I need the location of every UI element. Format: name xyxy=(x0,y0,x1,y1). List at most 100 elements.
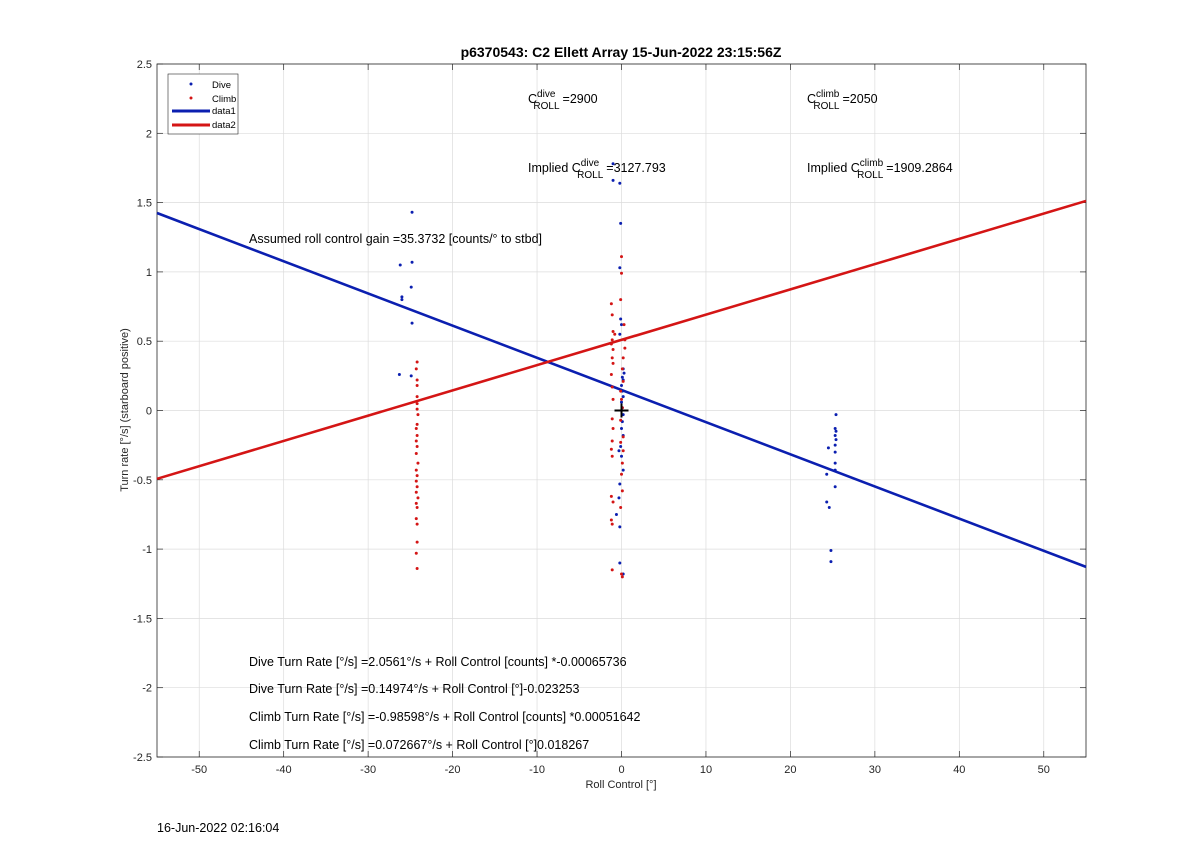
point-climb xyxy=(620,489,624,493)
point-climb xyxy=(610,385,614,389)
point-dive xyxy=(826,446,830,450)
legend-climb-label: Climb xyxy=(212,94,236,105)
point-climb xyxy=(610,522,614,526)
point-dive xyxy=(614,512,618,516)
point-climb xyxy=(414,439,418,443)
point-climb xyxy=(415,433,419,437)
y-axis-label: Turn rate [°/s] (starboard positive) xyxy=(119,328,131,492)
point-dive xyxy=(619,221,623,225)
point-dive xyxy=(620,427,623,431)
point-climb xyxy=(414,490,418,494)
point-dive xyxy=(410,210,414,214)
point-climb xyxy=(609,518,613,522)
point-dive xyxy=(621,395,625,399)
implied-dive-annotation: Implied Cdive ROLL=3127.793 xyxy=(528,158,666,181)
point-dive xyxy=(827,506,831,510)
point-climb xyxy=(611,500,615,504)
x-axis-label: Roll Control [°] xyxy=(585,779,656,791)
point-climb xyxy=(609,342,613,346)
y-tick-label: -2.5 xyxy=(133,752,152,764)
point-dive xyxy=(620,375,624,379)
origin-marker xyxy=(614,403,629,418)
roll-gain-annotation: Assumed roll control gain =35.3732 [coun… xyxy=(249,232,542,246)
chart-title: p6370543: C2 Ellett Array 15-Jun-2022 23… xyxy=(461,44,782,60)
point-climb xyxy=(619,298,623,302)
point-dive xyxy=(834,429,838,433)
x-tick-label: 0 xyxy=(618,764,624,776)
point-climb xyxy=(610,356,614,360)
x-tick-label: 40 xyxy=(953,764,965,776)
y-tick-label: 2.5 xyxy=(137,59,152,71)
point-dive xyxy=(833,461,837,465)
point-dive xyxy=(622,371,626,375)
point-climb xyxy=(621,356,625,360)
y-tick-label: 0.5 xyxy=(137,336,152,348)
point-climb xyxy=(609,372,613,376)
y-tick-label: -0.5 xyxy=(133,475,152,487)
fit-line-data2 xyxy=(156,199,1087,481)
point-climb xyxy=(623,338,627,342)
point-dive xyxy=(611,162,615,166)
c-roll-dive-annotation: Cdive ROLL=2900 xyxy=(528,89,598,112)
point-climb xyxy=(611,348,615,352)
point-climb xyxy=(609,447,613,451)
point-climb xyxy=(414,367,418,371)
point-climb xyxy=(610,313,614,317)
x-tick-label: 30 xyxy=(869,764,881,776)
point-climb xyxy=(415,407,419,411)
point-dive xyxy=(619,317,623,321)
point-climb xyxy=(414,551,418,555)
point-climb xyxy=(415,384,419,388)
point-dive xyxy=(833,450,837,454)
x-tick-label: 50 xyxy=(1038,764,1050,776)
x-tick-label: -10 xyxy=(529,764,545,776)
point-climb xyxy=(619,440,623,444)
x-tick-label: -40 xyxy=(276,764,292,776)
y-tick-label: -1.5 xyxy=(133,613,152,625)
point-dive xyxy=(620,400,623,404)
point-dive xyxy=(618,525,622,529)
point-climb xyxy=(415,378,419,382)
y-tick-label: -2 xyxy=(142,683,152,695)
point-climb xyxy=(610,454,614,458)
point-climb xyxy=(415,485,419,489)
point-climb xyxy=(610,439,614,443)
point-climb xyxy=(416,413,420,417)
y-tick-label: 1 xyxy=(146,267,152,279)
point-climb xyxy=(620,367,624,371)
climb-equation-counts: Climb Turn Rate [°/s] =-0.98598°/s + Rol… xyxy=(249,710,641,724)
point-dive xyxy=(618,332,622,336)
point-climb xyxy=(611,427,615,431)
point-climb xyxy=(621,435,625,439)
point-climb xyxy=(619,506,623,510)
point-climb xyxy=(414,517,418,521)
point-dive xyxy=(618,266,622,270)
y-tick-label: 2 xyxy=(146,128,152,140)
point-dive xyxy=(409,285,413,289)
point-dive xyxy=(621,468,625,472)
dive-equation-counts: Dive Turn Rate [°/s] =2.0561°/s + Roll C… xyxy=(249,655,627,669)
point-climb xyxy=(416,496,420,500)
point-dive xyxy=(398,263,402,267)
point-climb xyxy=(621,449,625,453)
point-dive xyxy=(833,427,837,431)
point-climb xyxy=(619,418,623,422)
legend-dive-label: Dive xyxy=(212,80,231,91)
point-dive xyxy=(617,449,621,453)
point-climb xyxy=(623,346,627,350)
point-climb xyxy=(609,494,613,498)
point-climb xyxy=(415,540,419,544)
point-dive xyxy=(829,560,833,564)
y-tick-label: 0 xyxy=(146,406,152,418)
point-climb xyxy=(622,323,626,327)
point-climb xyxy=(610,338,614,342)
point-dive xyxy=(620,454,623,458)
point-climb xyxy=(619,389,623,393)
point-dive xyxy=(619,445,623,449)
point-climb xyxy=(620,255,623,259)
point-dive xyxy=(397,372,401,376)
point-climb xyxy=(620,572,623,576)
point-climb xyxy=(415,567,419,571)
y-tick-label: -1 xyxy=(142,544,152,556)
